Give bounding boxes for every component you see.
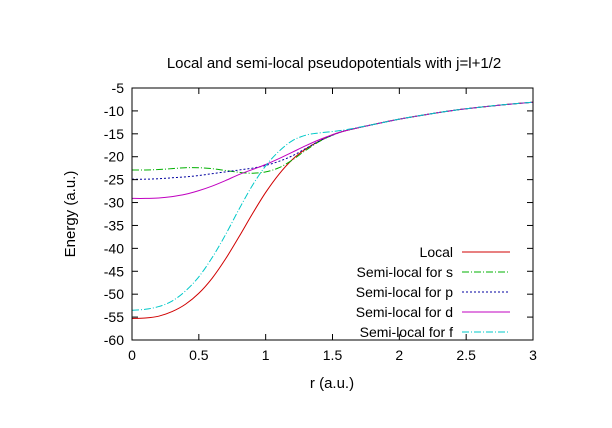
x-tick-label: 3 xyxy=(529,347,537,363)
y-axis-label: Energy (a.u.) xyxy=(62,171,79,258)
x-tick-label: 1 xyxy=(262,347,270,363)
y-tick-label: -45 xyxy=(104,263,124,279)
plot-frame xyxy=(131,87,534,341)
x-tick-label: 2 xyxy=(395,347,403,363)
y-tick-label: -25 xyxy=(104,172,124,188)
legend-label-2: Semi-local for p xyxy=(356,284,453,300)
chart-title: Local and semi-local pseudopotentials wi… xyxy=(167,55,501,72)
y-tick-label: -55 xyxy=(104,309,124,325)
x-tick-label: 0 xyxy=(128,347,136,363)
plot-lines xyxy=(131,101,534,319)
legend-label-4: Semi-local for f xyxy=(360,324,453,340)
legend-label-3: Semi-local for d xyxy=(356,304,453,320)
legend-label-1: Semi-local for s xyxy=(357,264,453,280)
y-tick-label: -60 xyxy=(104,332,124,348)
axis-ticks: 0 0.5 1 1.5 2 2.5 3 -5 -10 -15 -20 -25 -30 -35 -40 -45 -… xyxy=(104,80,537,363)
x-tick-label: 1.5 xyxy=(323,347,343,363)
x-tick-label: 2.5 xyxy=(456,347,476,363)
series-line-4 xyxy=(131,101,534,311)
legend: Local Semi-local for s Semi-local for p Sem… xyxy=(356,244,510,340)
y-tick-label: -15 xyxy=(104,126,124,142)
y-tick-label: -40 xyxy=(104,240,124,256)
y-tick-label: -30 xyxy=(104,195,124,211)
x-axis-label: r (a.u.) xyxy=(310,375,354,392)
y-tick-label: -5 xyxy=(112,80,125,96)
x-tick-label: 0.5 xyxy=(189,347,209,363)
series-line-3 xyxy=(131,101,534,199)
y-tick-label: -50 xyxy=(104,286,124,302)
legend-label-0: Local xyxy=(420,244,453,260)
y-tick-label: -35 xyxy=(104,217,124,233)
series-line-1 xyxy=(131,101,534,174)
y-tick-label: -10 xyxy=(104,103,124,119)
y-tick-label: -20 xyxy=(104,149,124,165)
series-line-2 xyxy=(131,101,534,180)
